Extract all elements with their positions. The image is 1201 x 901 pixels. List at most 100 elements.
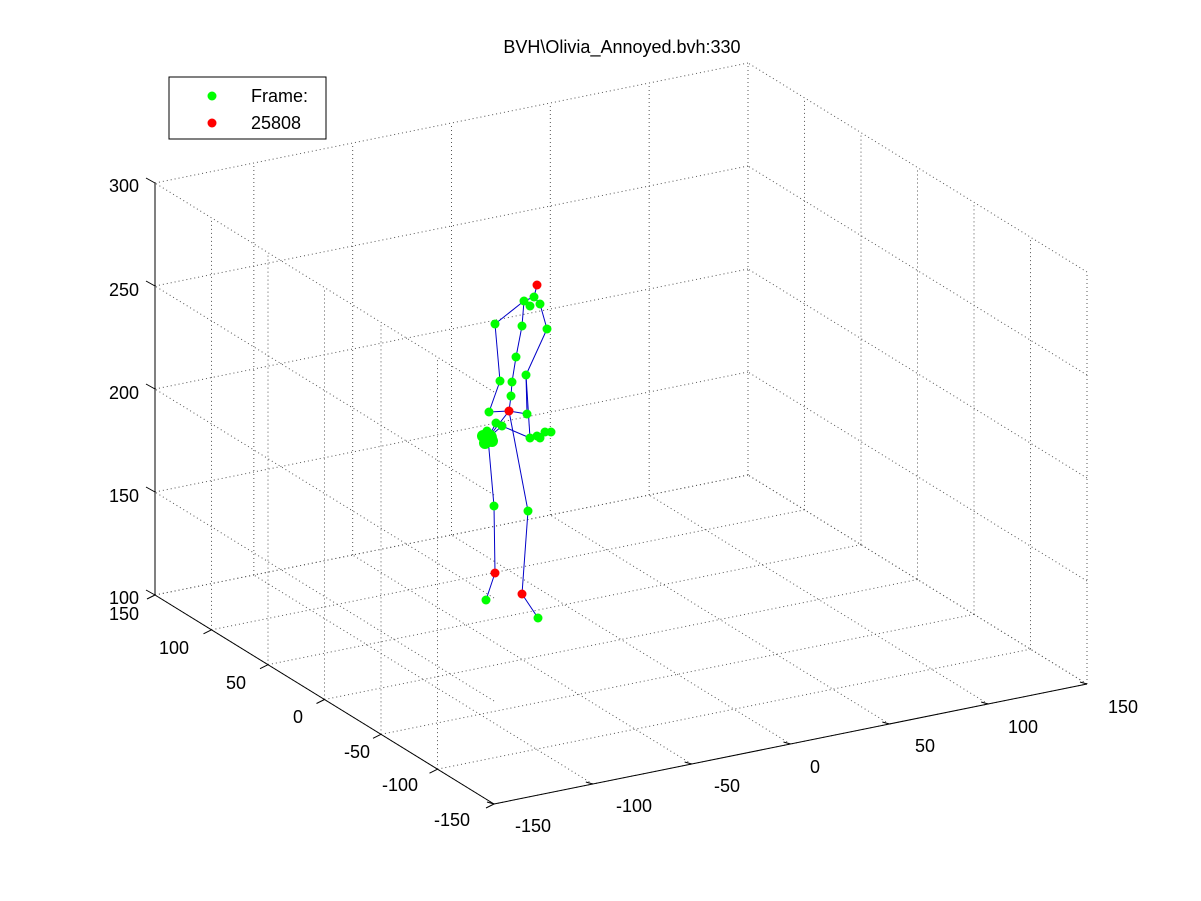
skeleton-end-joint (504, 406, 514, 416)
skeleton-joint (490, 319, 500, 329)
x-tick-mark (1079, 681, 1088, 685)
x-tick-mark (684, 761, 692, 765)
x-tick-label: -100 (616, 796, 652, 816)
x-tick-label: 0 (810, 757, 820, 777)
legend-marker-number (207, 118, 217, 128)
skeleton-joint (479, 437, 491, 449)
skeleton-joint (529, 292, 539, 302)
skeleton-joint (484, 407, 494, 417)
y-tick-label: 50 (226, 673, 246, 693)
x-tick-label: 100 (1008, 717, 1038, 737)
skeleton-joint (533, 613, 543, 623)
skeleton-joint (489, 501, 499, 511)
skeleton-bone (494, 300, 525, 325)
z-tick-label: 150 (109, 486, 139, 506)
y-tick-mark (259, 664, 269, 670)
x-tick-mark (486, 801, 495, 805)
z-tick-mark (145, 589, 156, 596)
skeleton-bone (515, 325, 523, 358)
floor-grid-line (380, 613, 975, 735)
skeleton-joint (506, 391, 516, 401)
legend-label-frame: Frame: (251, 86, 308, 106)
z-tick-label: 300 (109, 176, 139, 196)
z-tick-mark (145, 383, 156, 390)
skeleton-joint (495, 376, 505, 386)
back-wall-grid-line (154, 268, 749, 390)
skeleton-joints (477, 280, 556, 623)
skeleton-bone (508, 410, 529, 512)
skeleton-joint (535, 299, 545, 309)
skeleton-bone (485, 572, 496, 601)
skeleton-bone (493, 505, 496, 574)
back-wall-grid-line (154, 474, 749, 596)
left-wall-grid-line (154, 182, 495, 393)
skeleton-bone (494, 323, 501, 382)
z-tick-label: 250 (109, 280, 139, 300)
floor-grid-line (324, 579, 918, 700)
legend: Frame: 25808 (168, 76, 327, 140)
skeleton-joint (497, 421, 507, 431)
floor-grid-line (211, 509, 805, 631)
skeleton-joint (519, 296, 529, 306)
skeleton-joint (535, 433, 545, 443)
y-tick-mark (316, 699, 325, 704)
y-tick-label: 100 (159, 638, 189, 658)
y-tick-label: -100 (382, 775, 418, 795)
x-tick-label: -50 (714, 776, 740, 796)
skeleton-bones (485, 284, 552, 619)
skeleton-joint (522, 409, 532, 419)
y-tick-mark (429, 768, 438, 774)
y-tick-label: 150 (109, 604, 139, 624)
skeleton-joint (521, 370, 531, 380)
z-tick-label: 200 (109, 383, 139, 403)
x-tick-label: 150 (1108, 697, 1138, 717)
y-tick-mark (146, 594, 156, 600)
y-tick-label: -50 (344, 742, 370, 762)
x-tick-mark (783, 741, 791, 745)
back-wall-grid-line (154, 371, 749, 493)
skeleton-end-joint (517, 589, 527, 599)
skeleton-joint (546, 427, 556, 437)
x-tick-mark (882, 721, 890, 725)
x-tick-label: -150 (515, 816, 551, 836)
legend-marker-frame (207, 91, 217, 101)
z-tick-label: 100 (109, 588, 139, 608)
skeleton-end-joint (532, 280, 542, 290)
legend-label-number: 25808 (251, 113, 301, 133)
legend-box (168, 76, 327, 140)
skeleton-bone (521, 593, 539, 619)
x-tick-mark (585, 781, 593, 785)
z-tick-mark (145, 486, 156, 493)
floor-grid-line (437, 648, 1031, 770)
x-tick-label: 50 (915, 736, 935, 756)
skeleton-bone (525, 328, 548, 376)
skeleton-joint (525, 301, 535, 311)
skeleton-joint (481, 595, 491, 605)
floor-grid-line (267, 544, 862, 666)
floor-grid-line (451, 534, 791, 745)
skeleton-bone (487, 437, 495, 507)
skeleton-joint (523, 506, 533, 516)
skeleton-joint (517, 321, 527, 331)
y-tick-label: -150 (434, 810, 470, 830)
floor-grid-line (550, 514, 890, 725)
skeleton-joint (507, 377, 517, 387)
z-tick-mark (145, 177, 156, 184)
side-wall-grid-line (747, 62, 1088, 273)
back-wall-grid-line (154, 62, 749, 184)
y-tick-mark (203, 629, 212, 635)
grid-lines (154, 62, 1088, 805)
chart-title: BVH\Olivia_Annoyed.bvh:330 (503, 37, 740, 58)
skeleton-bone (525, 374, 531, 439)
skeleton-end-joint (490, 568, 500, 578)
back-wall-grid-line (154, 165, 749, 287)
z-tick-mark (145, 280, 156, 287)
y-tick-label: 0 (293, 707, 303, 727)
y-tick-mark (485, 803, 495, 809)
axes (145, 177, 1088, 809)
skeleton-joint (525, 433, 535, 443)
skeleton-bone (488, 380, 501, 413)
skeleton-bone (521, 510, 529, 595)
